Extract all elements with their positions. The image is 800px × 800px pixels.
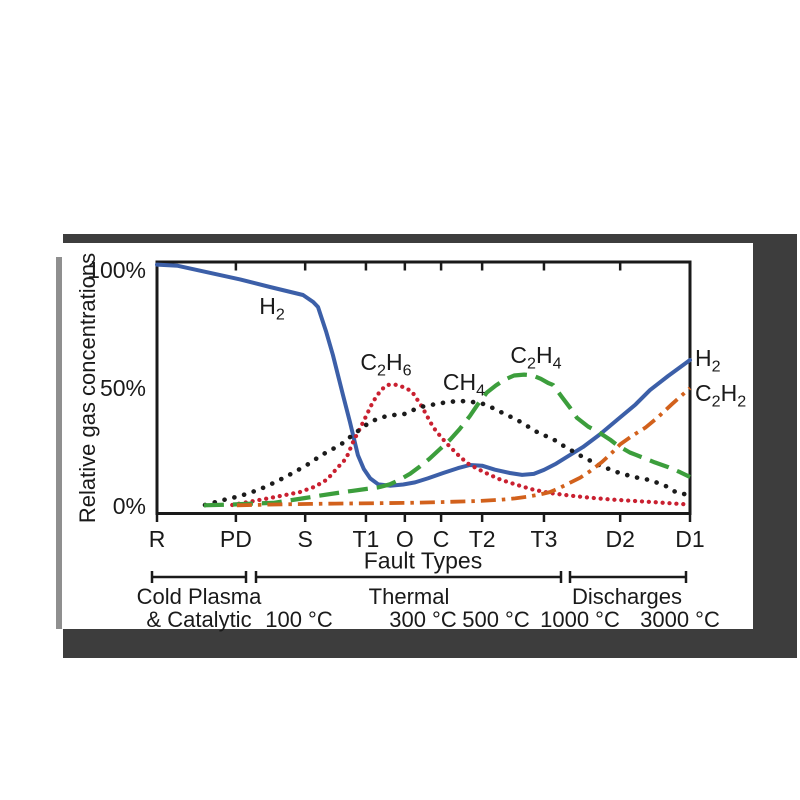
x-tick-label-O: O	[395, 526, 414, 552]
axes	[155, 260, 692, 522]
curve-label-h2-right: H2	[695, 345, 721, 376]
curve-label-c2h2-right: C2H2	[695, 380, 747, 411]
curves	[155, 262, 693, 508]
y-tick-label-100: 100%	[87, 257, 146, 283]
temp-label-100c: 100 °C	[265, 607, 333, 633]
curve-H2	[155, 262, 692, 488]
curve-label-ch4: CH4	[442, 369, 486, 400]
temp-label-300c: 300 °C	[389, 607, 457, 633]
range-label-cold-plasma-line2: & Catalytic	[146, 607, 252, 633]
range-label-cold-plasma-line1: Cold Plasma	[136, 584, 262, 610]
y-tick-label-0: 0%	[112, 492, 146, 519]
x-tick-label-S: S	[297, 526, 313, 552]
x-tick-label-D2: D2	[605, 526, 635, 552]
x-tick-label-T1: T1	[352, 526, 380, 552]
curve-label-c2h4: C2H4	[510, 342, 562, 373]
x-tick-label-R: R	[148, 526, 166, 552]
x-tick-label-T2: T2	[468, 526, 496, 552]
x-tick-label-D1: D1	[675, 526, 705, 552]
figure-card	[62, 243, 753, 629]
temp-label-3000c: 3000 °C	[640, 607, 720, 633]
x-axis-title: Fault Types	[363, 547, 483, 574]
curve-label-h2-left: H2	[259, 293, 285, 324]
curve-C2H6	[230, 382, 693, 508]
curve-CH4	[202, 398, 693, 508]
card-left-shadow	[56, 257, 63, 629]
y-tick-label-50: 50%	[99, 374, 146, 401]
x-tick-label-PD: PD	[219, 526, 252, 552]
range-label-thermal: Thermal	[368, 584, 450, 610]
x-tick-label-T3: T3	[530, 526, 558, 552]
curve-label-c2h6: C2H6	[360, 349, 412, 380]
plot-border	[155, 260, 692, 515]
curve-C2H2	[236, 386, 692, 508]
x-tick-label-C: C	[432, 526, 450, 552]
range-brackets	[150, 571, 688, 583]
temp-label-500c: 500 °C	[462, 607, 530, 633]
curve-C2H4	[203, 372, 691, 508]
range-label-discharges: Discharges	[571, 584, 683, 610]
temp-label-1000c: 1000 °C	[540, 607, 620, 633]
